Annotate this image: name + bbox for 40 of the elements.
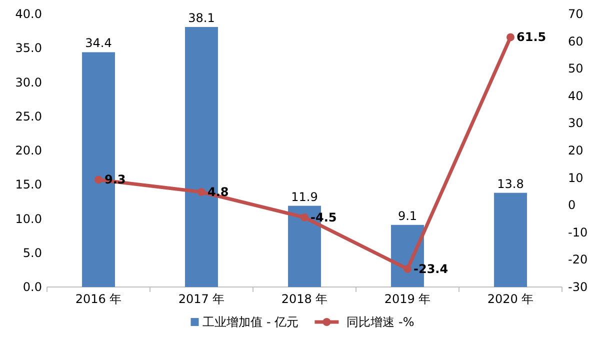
point — [300, 213, 308, 222]
y-tick-label: 35.0 — [15, 41, 42, 56]
y2-tick-label: 30 — [568, 116, 584, 130]
x-tick-label: 2018 年 — [281, 292, 328, 306]
legend-label: 工业增加值 - 亿元 — [202, 315, 299, 329]
point — [506, 33, 514, 42]
x-tick-label: 2019 年 — [384, 292, 431, 306]
legend-label: 同比增速 -% — [346, 315, 414, 329]
y2-tick-label: 20 — [568, 144, 584, 158]
y-tick-label: 10.0 — [15, 212, 42, 226]
y2-tick-label: 50 — [568, 62, 584, 76]
point — [94, 176, 102, 184]
x-tick-label: 2017 年 — [178, 292, 225, 306]
x-tick-label: 2020 年 — [487, 292, 534, 306]
y2-tick-label: -10 — [568, 225, 588, 240]
y2-tick-label: 40 — [568, 88, 584, 103]
bar — [494, 192, 527, 287]
point — [404, 264, 412, 273]
data-label: 38.1 — [188, 10, 215, 25]
y2-tick-label: -30 — [568, 280, 588, 294]
data-label: 34.4 — [85, 36, 112, 50]
y2-tick-label: 0 — [568, 198, 576, 212]
y-tick-label: 25.0 — [15, 109, 42, 124]
y2-tick-label: 10 — [568, 170, 584, 185]
data-label: 4.8 — [208, 184, 229, 199]
y-tick-label: 15.0 — [15, 178, 42, 192]
data-label: 9.1 — [398, 208, 418, 223]
x-tick-label: 2016 年 — [75, 292, 122, 306]
data-label: 11.9 — [291, 190, 318, 204]
y-tick-label: 0.0 — [22, 280, 42, 294]
y-tick-label: 40.0 — [15, 7, 42, 21]
y2-tick-label: 70 — [568, 7, 584, 21]
y2-tick-label: -20 — [568, 252, 588, 267]
data-label: 61.5 — [516, 30, 546, 44]
y-tick-label: 30.0 — [15, 75, 42, 90]
point — [198, 188, 206, 196]
y2-tick-label: 60 — [568, 34, 584, 48]
y-tick-label: 5.0 — [22, 246, 42, 260]
data-label: 13.8 — [497, 176, 524, 191]
y-tick-label: 20.0 — [15, 144, 42, 158]
